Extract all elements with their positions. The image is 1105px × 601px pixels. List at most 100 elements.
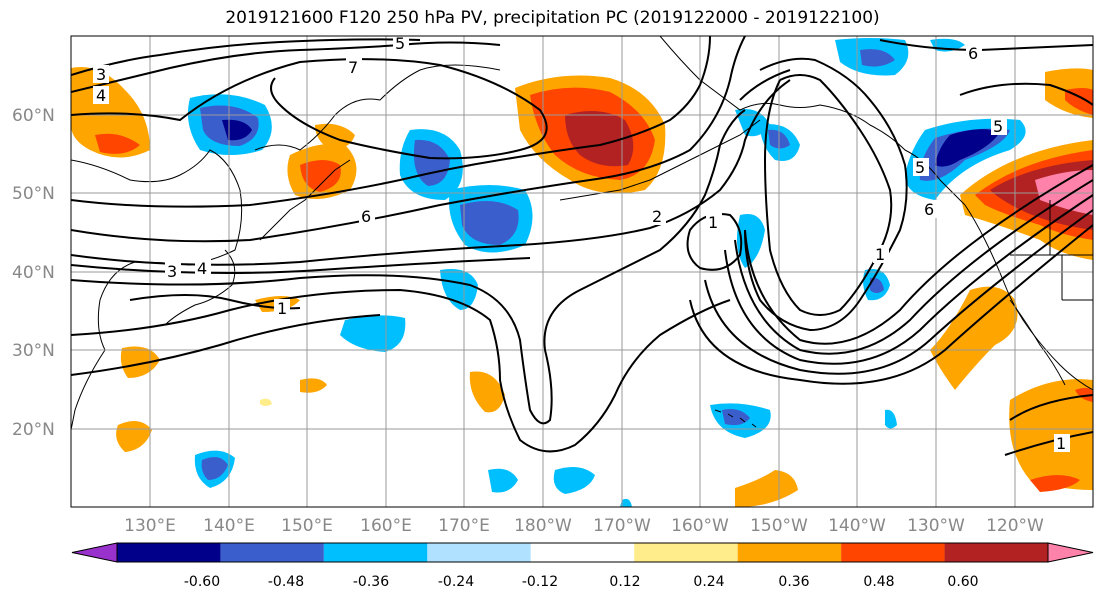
hawaii [714,409,757,428]
colorbar-extend-high [1047,542,1094,563]
colorbar-segment [323,543,428,562]
coastline-baja [1009,299,1066,386]
colorbar-tick-label: 0.12 [609,574,640,590]
colorbar-tick-label: 0.60 [947,574,978,590]
colorbar-segment [737,543,842,562]
pv-contour-line [71,36,746,243]
precip-blob [1065,88,1093,115]
precip-blob [736,214,765,268]
lon-label: 150°W [750,516,808,536]
precip-blob [201,456,228,480]
colorbar: -0.60 -0.48 -0.36 -0.24 -0.12 0.12 0.24 … [71,542,1094,590]
pv-contours [71,36,1093,456]
colorbar-segment [530,543,635,562]
precip-blob [930,286,1018,390]
lon-label: 140°E [203,516,255,536]
lon-label: 160°W [671,516,729,536]
precip-blob [315,123,355,150]
colorbar-extend-low [71,542,118,563]
precip-blob [260,398,272,406]
contour-label: 2 [652,207,662,226]
colorbar-segment [634,543,738,562]
pv-contour-line [689,224,1093,385]
lat-label: 20°N [12,420,55,440]
precip-blob [488,468,518,493]
precip-blob [71,66,150,158]
pv-contour-line [704,209,1093,375]
colorbar-segment [944,543,1048,562]
lon-label: 130°E [124,516,176,536]
colorbar-tick-label: -0.60 [184,574,220,590]
precip-blob [722,409,750,426]
lon-label: 130°W [907,516,965,536]
pv-contour-line [744,164,1093,345]
precip-blob [565,111,634,167]
colorbar-segment [427,543,531,562]
contour-label: 7 [348,58,358,77]
contour-label: 1 [875,245,885,264]
coastline-asia [71,149,243,431]
precip-blob [469,371,505,413]
pv-contour-line [71,79,791,266]
precip-blob [1030,475,1080,492]
contour-label: 1 [277,299,287,318]
colorbar-segment [841,543,945,562]
precip-blob [1009,379,1093,490]
lon-label: 160°E [360,516,412,536]
precip-blob [340,315,406,352]
precip-blob [95,133,140,154]
contour-label: 3 [96,65,106,84]
colorbar-ticks: -0.60 -0.48 -0.36 -0.24 -0.12 0.12 0.24 … [184,574,979,590]
map-frame [70,35,1094,508]
pv-contour-line [71,38,421,76]
state-borders [1010,200,1093,301]
lat-label: 40°N [12,263,55,283]
pv-contour-line [71,257,531,275]
colorbar-segment [117,543,221,562]
colorbar-tick-label: 0.36 [778,574,809,590]
precip-blob [1075,387,1093,402]
colorbar-tick-label: -0.48 [268,574,304,590]
contour-labels: 3 4 5 7 5 6 6 3 4 1 2 1 1 5 [93,36,1070,453]
precip-blob [460,201,519,245]
precipitation-shading [71,38,1093,507]
lon-label: 150°E [281,516,333,536]
pv-contour-line [71,288,731,453]
contour-label: 6 [924,200,934,219]
coastline-aleutians [559,119,761,201]
precip-blob [885,409,897,429]
colorbar-tick-label: -0.36 [353,574,389,590]
contour-label: 6 [968,44,978,63]
lon-label: 180°W [514,516,572,536]
lon-label: 120°W [986,516,1044,536]
pv-contour-line [71,314,381,376]
contour-label: 5 [915,158,925,177]
colorbar-tick-label: -0.12 [522,574,558,590]
precip-blob [300,160,341,192]
precip-blob [620,498,632,507]
precip-blob [860,49,895,67]
precip-blob [553,466,595,494]
lat-label: 30°N [12,341,55,361]
pv-contour-line [763,74,893,316]
map-title: 2019121600 F120 250 hPa PV, precipitatio… [225,8,880,28]
pv-contour-line [739,69,791,101]
longitude-labels: 130°E 140°E 150°E 160°E 170°E 180°W 170°… [124,516,1044,536]
contour-label: 5 [993,117,1003,136]
precip-blob [935,129,1000,167]
colorbar-outline [116,542,1049,563]
contour-label: 4 [197,259,207,278]
map-content: 3 4 5 7 5 6 6 3 4 1 2 1 1 5 [71,36,1093,507]
pv-contour-line [71,36,711,208]
lon-label: 170°E [438,516,490,536]
lat-label: 60°N [12,106,55,126]
pv-contour-line [734,179,1093,355]
pv-contour-line [724,194,1093,365]
pv-contour-line [71,41,501,93]
coastline-kamchatka [254,64,501,151]
precip-blob [870,277,884,293]
colorbar-segment [220,543,324,562]
colorbar-segments [71,542,1094,563]
contour-label: 4 [96,86,106,105]
